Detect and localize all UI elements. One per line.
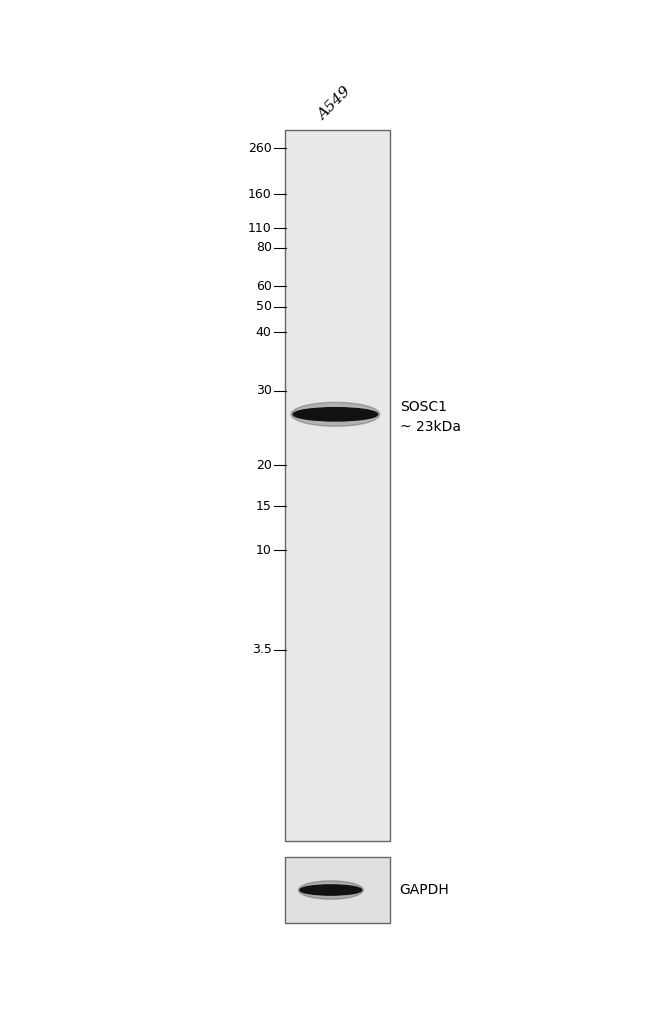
Text: 50: 50	[255, 301, 272, 313]
Ellipse shape	[300, 885, 361, 895]
Text: 30: 30	[256, 385, 272, 397]
Ellipse shape	[298, 881, 363, 899]
Text: 3.5: 3.5	[252, 643, 272, 656]
Text: 80: 80	[255, 241, 272, 254]
Text: A549: A549	[315, 85, 354, 123]
Ellipse shape	[291, 402, 380, 427]
Text: 110: 110	[248, 222, 272, 234]
Text: GAPDH: GAPDH	[400, 883, 450, 897]
Text: 60: 60	[256, 280, 272, 293]
Bar	[285, 130, 390, 841]
Text: 260: 260	[248, 142, 272, 154]
Text: 160: 160	[248, 188, 272, 201]
Ellipse shape	[293, 408, 378, 421]
Text: 20: 20	[256, 459, 272, 472]
Text: ~ 23kDa: ~ 23kDa	[400, 419, 461, 434]
Text: SOSC1: SOSC1	[400, 400, 447, 414]
Text: 15: 15	[256, 500, 272, 513]
Bar	[285, 857, 390, 923]
Text: 10: 10	[256, 544, 272, 557]
Text: 40: 40	[256, 326, 272, 339]
